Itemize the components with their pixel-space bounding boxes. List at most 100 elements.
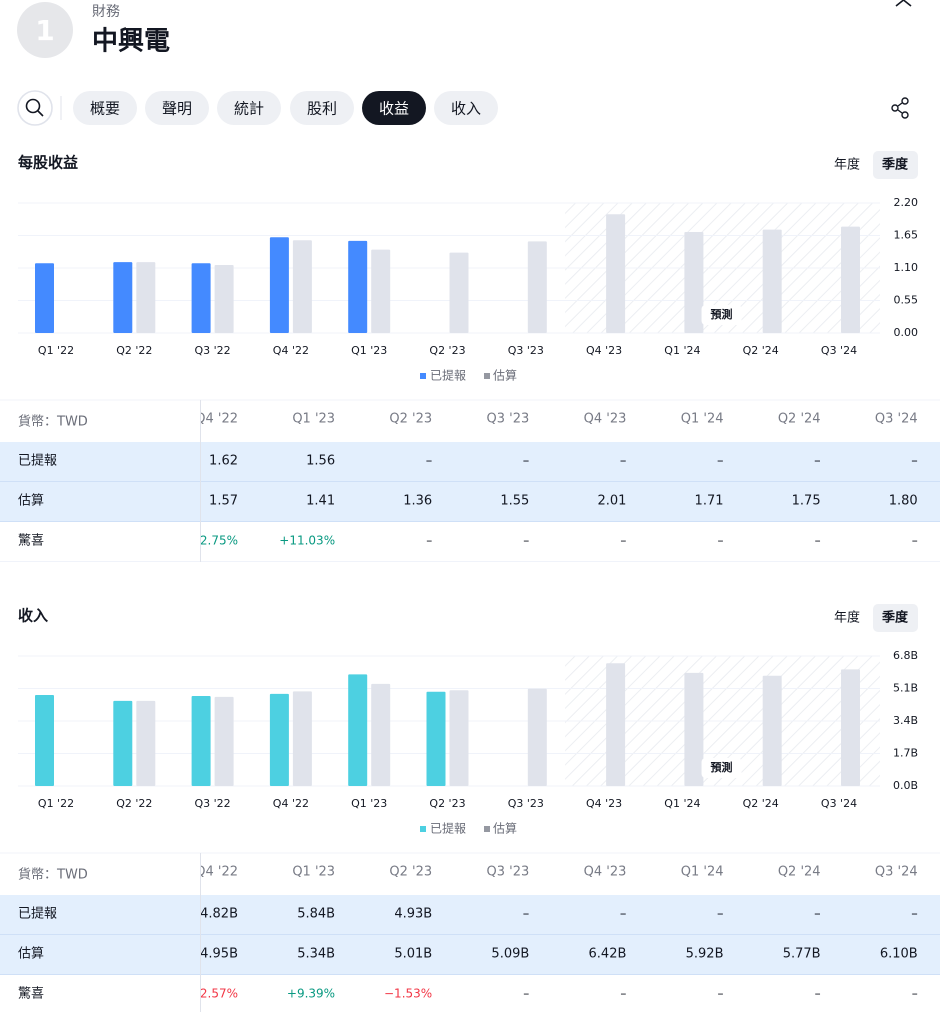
currency-label: 貨幣：TWD [18,414,88,430]
rank: 1 [35,14,54,47]
legend-label: 估算 [493,821,517,836]
toggle-option[interactable]: 季度 [881,610,909,626]
title: 中興電 [92,27,170,57]
bar [762,229,782,333]
x-tick-label: Q1 '22 [38,344,74,357]
x-tick-label: Q3 '22 [195,344,231,357]
forecast-badge [701,758,742,778]
y-tick-label: 0.0B [893,779,918,792]
currency-label: 貨幣：TWD [18,867,88,883]
cell: – [620,907,627,922]
tab[interactable] [145,91,209,125]
y-tick-label: 3.4B [893,714,918,727]
cell: – [814,454,821,469]
toggle-option[interactable]: 年度 [834,610,860,626]
toggle-active [873,604,918,632]
tab-label: 收益 [379,100,409,118]
column-header: Q4 '23 [584,865,627,880]
column-header: Q4 '22 [195,865,238,880]
x-tick-label: Q1 '24 [664,344,700,357]
row-bg [0,935,940,974]
column-header: Q3 '24 [875,865,918,880]
tab[interactable] [290,91,354,125]
x-tick-label: Q2 '23 [429,797,465,810]
tab[interactable] [362,91,426,125]
table-body: Q4 '22 Q1 '23 Q2 '23 Q3 '23 Q4 '23 Q1 '24 Q2 '… [195,865,918,1001]
cell: 4.93B [394,907,432,922]
bar [35,695,54,786]
toggle-option[interactable]: 季度 [881,157,909,173]
x-tick-label: Q4 '23 [586,344,622,357]
tab-label: 股利 [307,100,337,118]
bar [136,262,156,333]
cell: 5.01B [394,947,432,962]
x-tick-label: Q2 '24 [743,344,779,357]
cell: 1.75 [792,494,821,509]
bar [841,669,860,786]
bar [348,240,368,333]
tab-label: 概要 [90,100,120,118]
column-header: Q1 '24 [681,865,724,880]
cell: – [911,907,918,922]
legend-swatch [484,826,490,832]
forecast-label: 預測 [711,307,733,321]
x-tick-label: Q2 '22 [116,797,152,810]
cell: +11.03% [279,534,335,548]
column-header: Q3 '23 [487,865,530,880]
bar [527,241,547,333]
cell: 1.55 [500,494,529,509]
x-tick-label: Q4 '23 [586,797,622,810]
x-tick-label: Q3 '24 [821,344,857,357]
y-tick-label: 0.55 [894,294,919,307]
cell: – [620,534,626,548]
tab-label: 收入 [451,100,481,118]
share-button[interactable] [891,97,909,119]
tab[interactable] [217,91,281,125]
row-label: 已提報 [18,453,57,469]
tab[interactable] [73,91,137,125]
bar [269,237,289,333]
y-tick-label: 1.10 [894,261,919,274]
row-label: 驚喜 [18,986,44,1002]
x-tick-label: Q3 '23 [508,344,544,357]
bar [449,252,469,333]
toggle-active [873,151,918,179]
column-header: Q1 '23 [292,865,335,880]
cell: – [912,987,918,1001]
bar [348,674,368,786]
tab[interactable] [434,91,498,125]
x-tick-label: Q1 '23 [351,797,387,810]
cell: +9.39% [287,987,335,1001]
toggle-option[interactable]: 年度 [834,157,860,173]
column-header: Q2 '23 [389,412,432,427]
cell: – [911,454,918,469]
cell: – [523,907,530,922]
y-tick-label: 5.1B [893,682,918,695]
cell: – [620,987,626,1001]
cell: 1.80 [889,494,918,509]
column-header: Q1 '23 [292,412,335,427]
cell: – [815,987,821,1001]
bar [113,262,133,333]
column-header: Q3 '23 [487,412,530,427]
forecast-label: 預測 [711,760,733,774]
column-header: Q1 '24 [681,412,724,427]
close-button[interactable] [895,0,912,7]
row-bg [0,895,940,934]
bar [606,214,626,333]
x-tick-label: Q4 '22 [273,797,309,810]
cell: – [717,907,724,922]
y-tick-label: 1.65 [894,229,919,242]
cell: – [718,534,724,548]
cell: – [718,987,724,1001]
bar [449,690,469,786]
tab-label: 統計 [234,100,264,118]
cell: 6.10B [880,947,918,962]
search-button[interactable] [17,90,53,126]
column-header: Q3 '24 [875,412,918,427]
y-tick-label: 0.00 [894,326,919,339]
bar [527,688,547,786]
row-label: 驚喜 [18,533,44,549]
x-tick-label: Q2 '22 [116,344,152,357]
